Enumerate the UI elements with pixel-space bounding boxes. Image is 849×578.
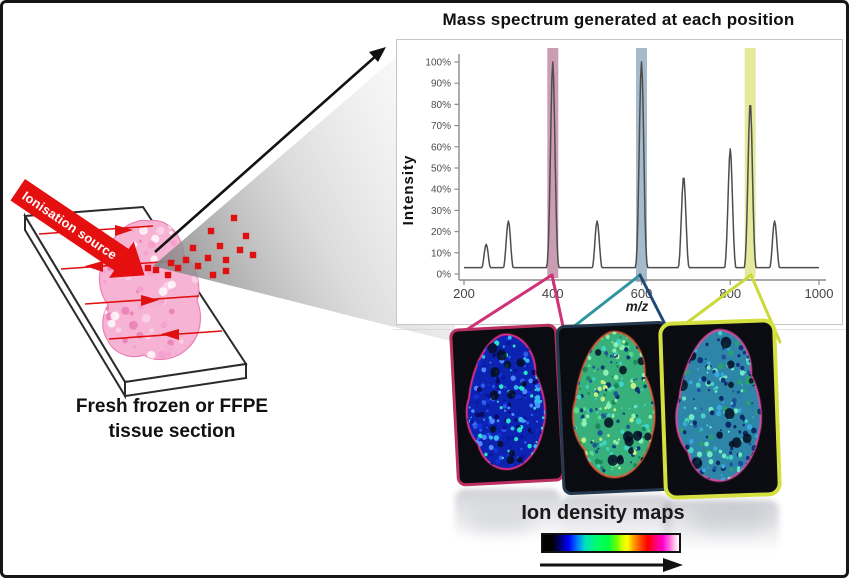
y-tick-label: 30%: [431, 206, 451, 217]
ion-particle: [164, 271, 172, 279]
highlight-band-3: [744, 48, 756, 277]
y-tick-label: 60%: [431, 142, 451, 153]
x-axis-title: m/z: [626, 299, 649, 314]
ion-particle: [249, 251, 257, 259]
ion-particles: [144, 214, 257, 279]
y-tick-label: 50%: [431, 164, 451, 175]
highlight-band-2: [636, 48, 647, 282]
ion-particle: [207, 227, 215, 235]
x-tick-label: 200: [453, 286, 475, 301]
map-3-reflection: [663, 500, 779, 552]
y-tick-label: 20%: [431, 227, 451, 238]
ion-particle: [222, 267, 230, 275]
ion-particle: [209, 271, 217, 279]
y-tick-label: 90%: [431, 79, 451, 90]
y-tick-label: 40%: [431, 185, 451, 196]
y-tick-label: 0%: [437, 270, 452, 281]
intensity-colorbar: [541, 533, 681, 553]
connector-1-left: [458, 273, 554, 336]
y-axis-title: Intensity: [400, 155, 417, 226]
highlight-band-1: [547, 48, 559, 278]
scan-arrowhead-right-1: [115, 225, 133, 236]
spectrum-trace: [464, 61, 819, 269]
ion-particle: [174, 264, 182, 272]
ion-particle: [204, 254, 212, 262]
ion-beam-cone: [153, 51, 458, 343]
slide-caption-line2: tissue section: [108, 420, 236, 442]
ion-particle: [144, 264, 152, 272]
slide-caption-line1: Fresh frozen or FFPE: [75, 396, 269, 417]
ion-density-map-2: [555, 320, 675, 496]
reflection-smudge: [465, 509, 535, 535]
ion-particle: [152, 266, 160, 274]
y-tick-label: 100%: [425, 58, 451, 69]
scan-arrowhead-left-1: [85, 261, 103, 272]
intensity-scale-arrow: [540, 558, 683, 572]
scan-arrowhead-right-2: [141, 295, 159, 306]
reflection-smudge: [691, 505, 771, 535]
ion-density-maps-label: Ion density maps: [521, 502, 685, 524]
y-tick-label: 70%: [431, 121, 451, 132]
ion-particle: [216, 242, 224, 250]
ion-particle: [167, 259, 175, 267]
ion-particle: [242, 232, 250, 240]
ion-particle: [194, 262, 202, 270]
y-tick-label: 10%: [431, 248, 451, 259]
y-tick-label: 80%: [431, 100, 451, 111]
scan-arrowhead-left-2: [161, 329, 179, 340]
spectrum-title: Mass spectrum generated at each position: [442, 10, 795, 29]
connector-1-right: [550, 273, 566, 333]
ion-particle: [222, 256, 230, 264]
scene-graphics: [23, 47, 458, 400]
ion-particle: [189, 244, 197, 252]
ion-density-map-1: [448, 323, 566, 487]
raster-scan-lines: [38, 225, 223, 340]
ion-density-map-3: [657, 317, 783, 501]
beam-arrow: [154, 47, 386, 253]
x-tick-label: 800: [719, 286, 741, 301]
x-tick-label: 1000: [805, 286, 834, 301]
slide-caption: Fresh frozen or FFPE tissue section: [32, 395, 312, 444]
ion-particle: [236, 246, 244, 254]
map-1-reflection: [455, 489, 561, 541]
ion-particle: [230, 214, 238, 222]
connector-2-left: [566, 273, 642, 333]
ion-particle: [182, 256, 190, 264]
